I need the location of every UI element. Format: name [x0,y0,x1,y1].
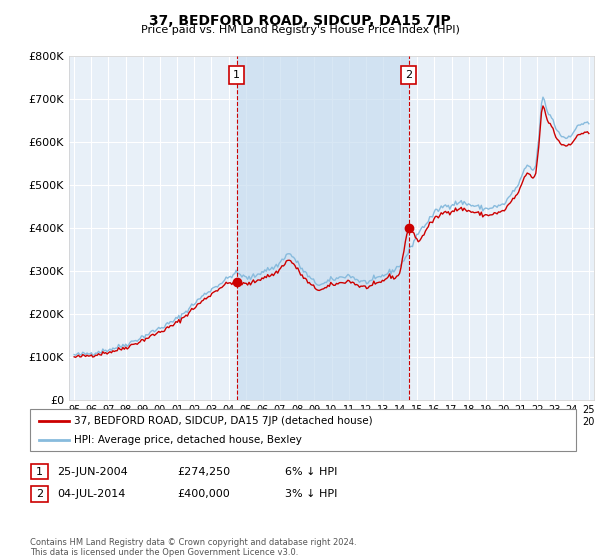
Text: 1: 1 [233,71,240,81]
Text: 1: 1 [36,466,43,477]
Text: 37, BEDFORD ROAD, SIDCUP, DA15 7JP (detached house): 37, BEDFORD ROAD, SIDCUP, DA15 7JP (deta… [74,417,373,426]
Text: £274,250: £274,250 [177,466,230,477]
Text: 2: 2 [405,71,412,81]
Text: 2: 2 [36,489,43,499]
Text: Contains HM Land Registry data © Crown copyright and database right 2024.
This d: Contains HM Land Registry data © Crown c… [30,538,356,557]
Text: 3% ↓ HPI: 3% ↓ HPI [285,489,337,499]
Text: 6% ↓ HPI: 6% ↓ HPI [285,466,337,477]
Text: 04-JUL-2014: 04-JUL-2014 [57,489,125,499]
Text: £400,000: £400,000 [177,489,230,499]
Text: 37, BEDFORD ROAD, SIDCUP, DA15 7JP: 37, BEDFORD ROAD, SIDCUP, DA15 7JP [149,14,451,28]
Text: HPI: Average price, detached house, Bexley: HPI: Average price, detached house, Bexl… [74,435,302,445]
Bar [237,56,409,400]
Text: Price paid vs. HM Land Registry's House Price Index (HPI): Price paid vs. HM Land Registry's House … [140,25,460,35]
Text: 25-JUN-2004: 25-JUN-2004 [57,466,128,477]
